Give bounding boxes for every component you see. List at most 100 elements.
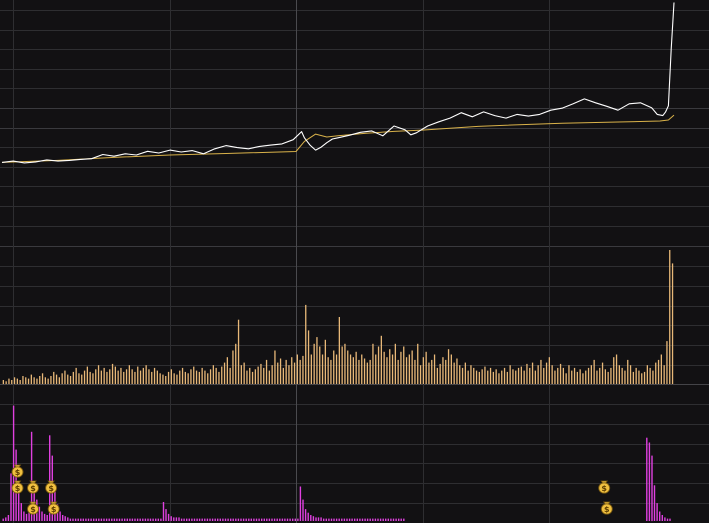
- money-bag-body: [598, 482, 611, 494]
- price-panel: [1, 2, 675, 164]
- indicator-bar: [155, 518, 157, 521]
- volume-bar: [184, 371, 186, 384]
- indicator-bar: [253, 518, 255, 521]
- indicator-bar: [333, 518, 335, 521]
- volume-bar: [428, 362, 430, 384]
- volume-bar: [344, 343, 346, 384]
- indicator-bar: [126, 518, 128, 521]
- volume-bar: [95, 369, 97, 384]
- volume-bar: [666, 341, 668, 384]
- volume-bar: [53, 371, 55, 384]
- volume-bar: [223, 362, 226, 384]
- indicator-bar: [248, 518, 250, 521]
- indicator-bar: [354, 518, 356, 521]
- indicator-bar: [38, 506, 41, 521]
- volume-bar: [313, 343, 315, 384]
- indicator-bar: [201, 518, 203, 521]
- volume-bar: [285, 359, 287, 384]
- indicator-bar: [343, 518, 346, 521]
- volume-bar: [305, 304, 307, 384]
- indicator-bar: [23, 511, 25, 521]
- volume-bar: [131, 369, 133, 384]
- volume-bar: [660, 354, 662, 384]
- indicator-bar: [281, 518, 284, 521]
- indicator-bar: [144, 518, 147, 521]
- indicator-bar: [95, 518, 97, 521]
- indicator-bar: [186, 518, 188, 521]
- indicator-bar: [162, 502, 165, 521]
- indicator-bar: [74, 518, 77, 521]
- volume-bar: [417, 343, 419, 384]
- indicator-bar: [98, 518, 100, 521]
- volume-bar: [383, 351, 385, 384]
- indicator-bar: [374, 518, 377, 521]
- volume-bar: [375, 354, 377, 384]
- volume-bar: [13, 377, 16, 384]
- volume-bar: [274, 350, 276, 384]
- volume-bar: [268, 370, 270, 384]
- volume-bar: [58, 377, 60, 384]
- volume-bar: [97, 365, 100, 384]
- indicator-bar: [273, 518, 276, 521]
- volume-bar: [78, 373, 80, 384]
- indicator-bar: [111, 518, 113, 521]
- indicator-bar: [108, 518, 110, 521]
- volume-bar: [604, 369, 606, 384]
- volume-bar: [81, 374, 83, 384]
- volume-bar: [282, 367, 284, 384]
- volume-bar: [349, 354, 352, 384]
- volume-bar: [8, 378, 10, 384]
- volume-bar: [408, 354, 410, 384]
- volume-bar: [11, 380, 13, 384]
- indicator-bar: [124, 518, 126, 521]
- volume-bar: [330, 359, 332, 384]
- indicator-bar: [173, 517, 175, 521]
- volume-bar: [316, 337, 318, 384]
- indicator-bar: [160, 518, 162, 521]
- volume-bar: [372, 343, 374, 384]
- volume-bar: [55, 374, 58, 384]
- indicator-bar: [335, 518, 338, 521]
- volume-bar: [198, 371, 200, 384]
- indicator-bar: [77, 518, 79, 521]
- volume-bar: [459, 365, 461, 384]
- volume-bar: [109, 369, 111, 384]
- volume-bar: [207, 373, 209, 384]
- volume-bar: [436, 367, 438, 384]
- volume-bar: [587, 367, 590, 384]
- volume-bar: [296, 354, 298, 384]
- volume-bar: [627, 359, 629, 384]
- indicator-bar: [2, 518, 4, 521]
- indicator-bar: [149, 518, 152, 521]
- money-bag-symbol: $: [604, 505, 610, 514]
- indicator-bar: [338, 518, 340, 521]
- price-line: [1, 2, 675, 164]
- indicator-bar: [400, 518, 402, 521]
- indicator-bar: [268, 518, 271, 521]
- volume-bar: [503, 367, 506, 384]
- indicator-bar: [129, 518, 131, 521]
- volume-bar: [226, 357, 228, 384]
- indicator-bar: [100, 518, 103, 521]
- indicator-bar: [646, 437, 648, 521]
- indicator-bar: [356, 518, 358, 521]
- indicator-bar: [299, 486, 302, 521]
- money-bag-icon: $: [27, 501, 39, 515]
- volume-bar: [414, 359, 416, 384]
- volume-bar: [431, 359, 433, 384]
- indicator-bar: [294, 518, 296, 521]
- indicator-bar: [142, 518, 144, 521]
- volume-bar: [400, 351, 402, 384]
- indicator-bar: [385, 518, 387, 521]
- indicator-bar: [217, 518, 219, 521]
- indicator-bar: [395, 518, 397, 521]
- indicator-bar: [46, 515, 48, 521]
- indicator-bar: [170, 516, 172, 521]
- volume-bar: [506, 371, 508, 384]
- indicator-bar: [211, 518, 214, 521]
- volume-bar: [232, 350, 234, 384]
- indicator-bar: [134, 518, 136, 521]
- volume-bar: [671, 263, 674, 384]
- volume-bar: [596, 370, 598, 384]
